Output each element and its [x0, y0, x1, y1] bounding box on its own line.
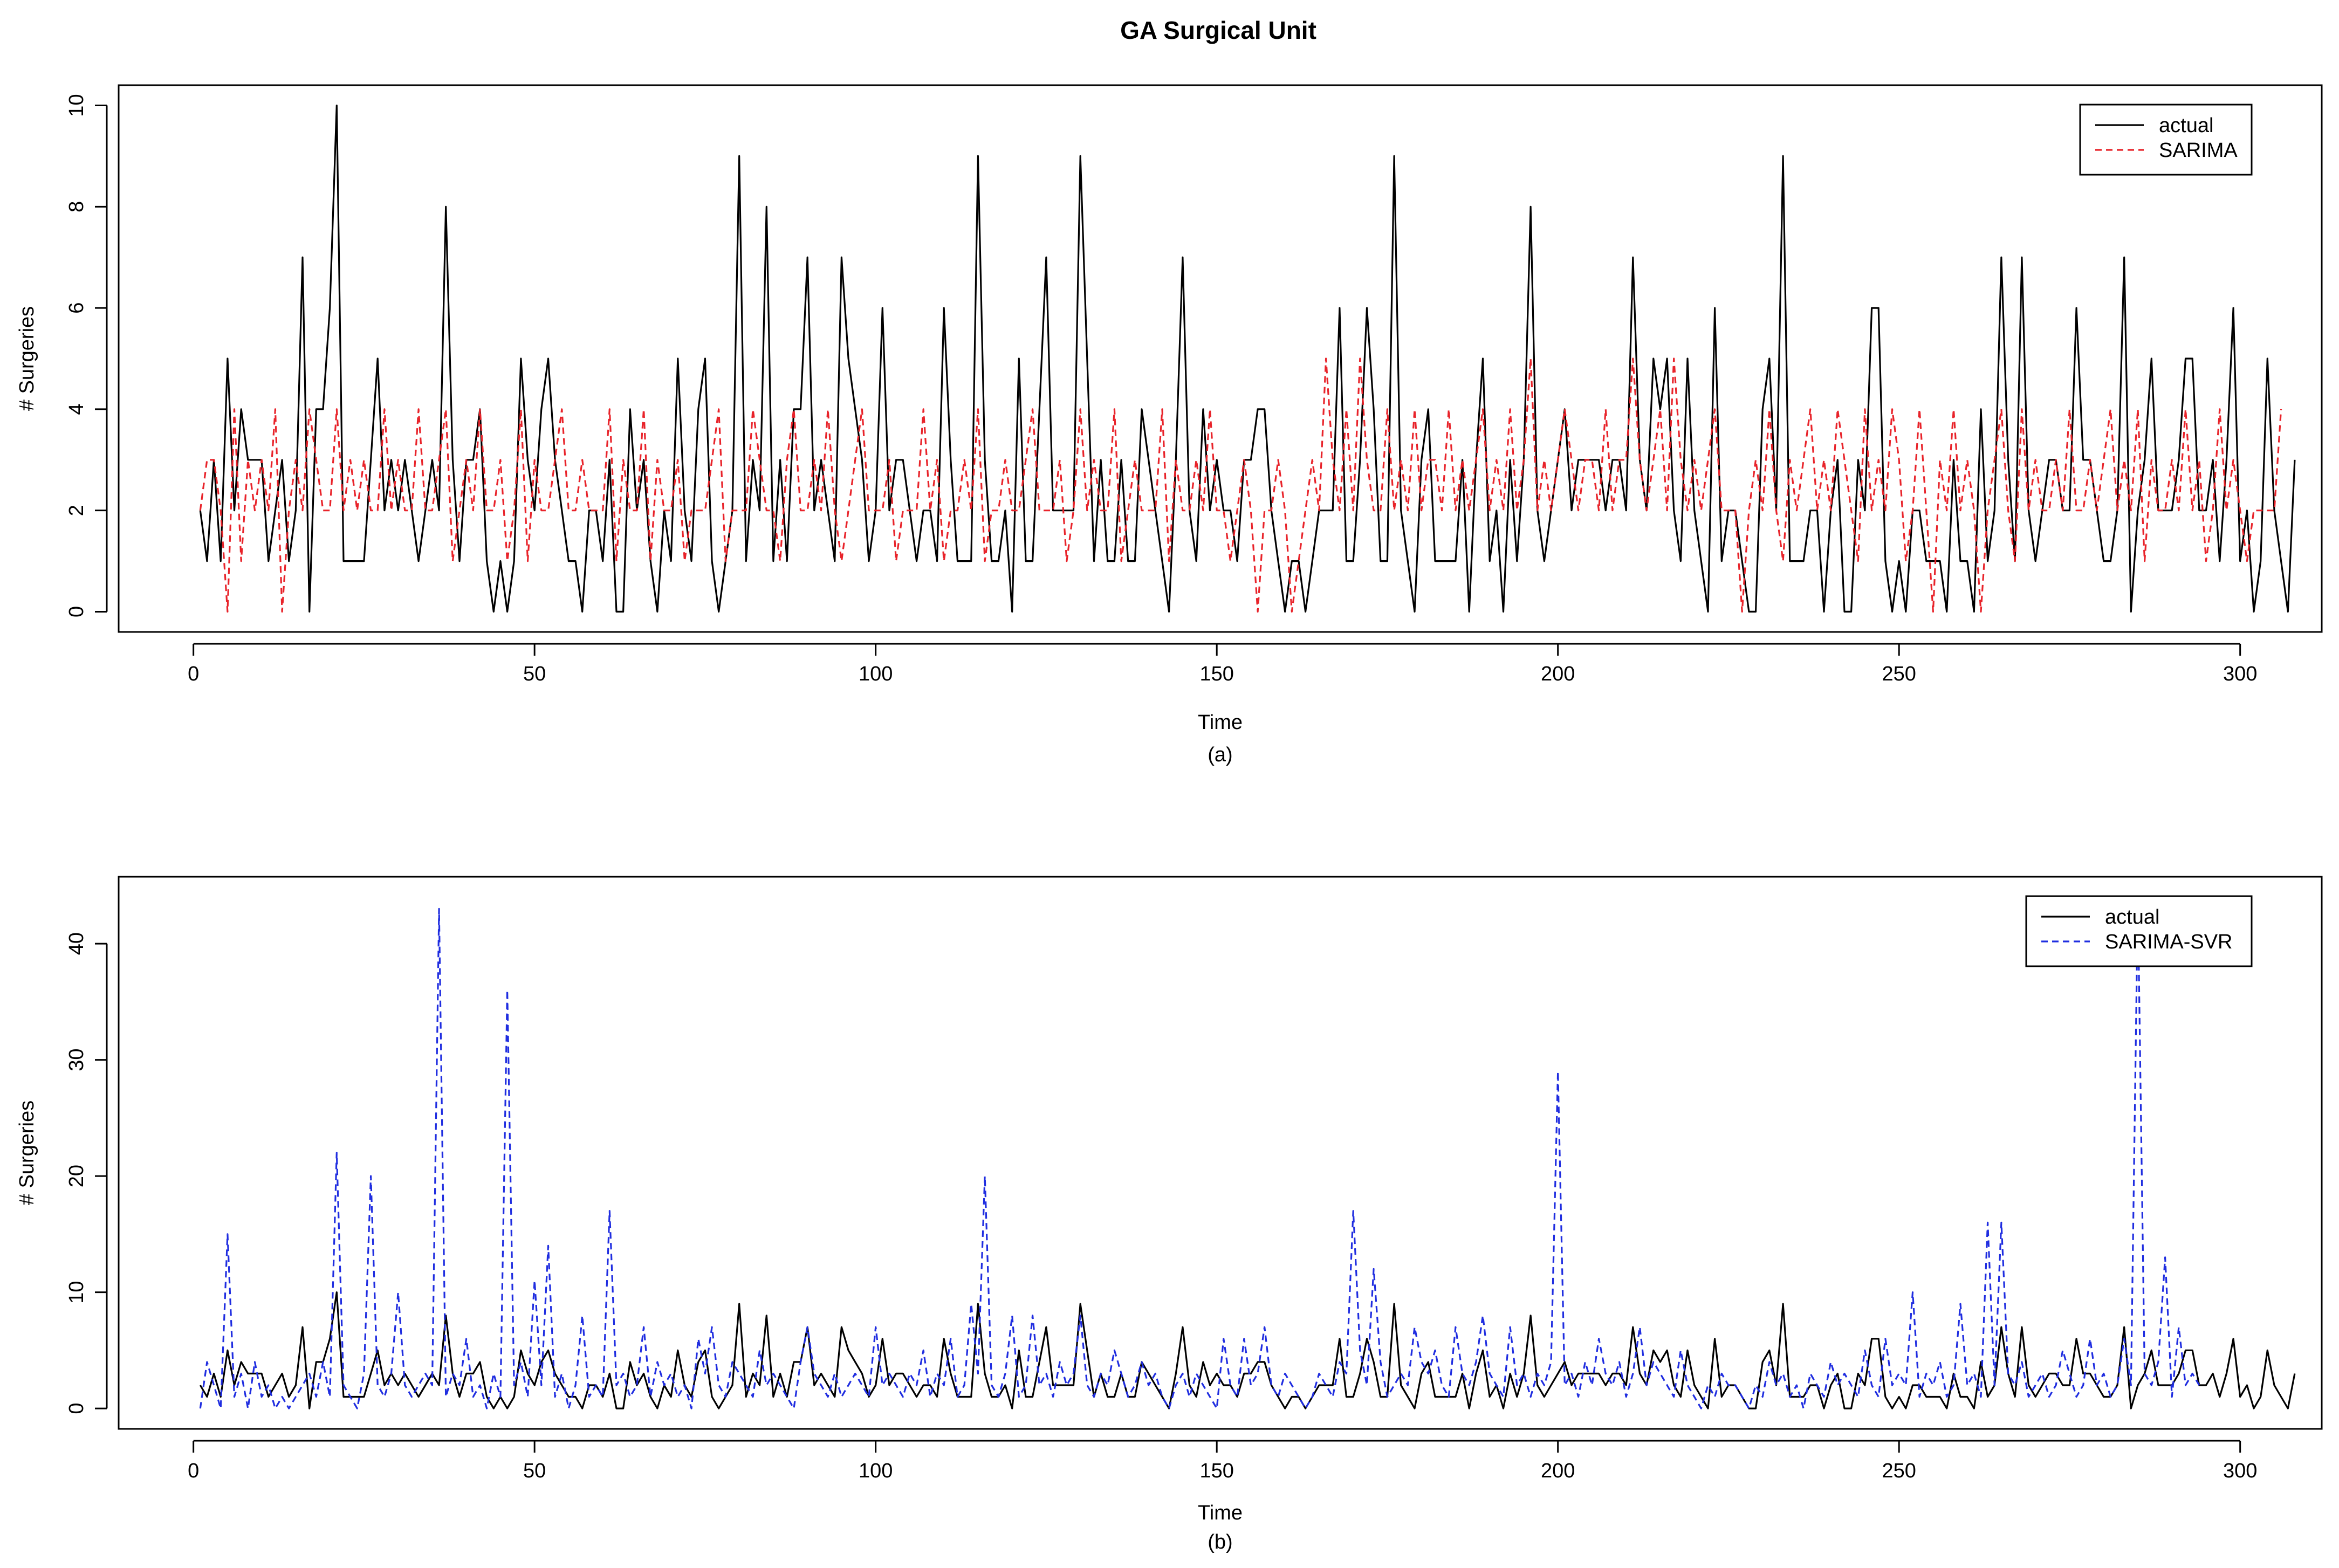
p0-legend-box: [2079, 104, 2253, 176]
p0-y-tick-label: 10: [65, 94, 88, 116]
p1-series-line-actual: [199, 1291, 2296, 1409]
p1-x-tick-label: 100: [859, 1460, 893, 1482]
p0-y-tick-label: 8: [65, 201, 88, 212]
p1-x-tick-label: 300: [2223, 1460, 2257, 1482]
p0-x-tick-label: 100: [859, 663, 893, 685]
chart-panel-a: 0 50 100 150 200 250 300 0 2 4 6 8 10 Time # Surgeries…: [16, 84, 2323, 766]
p0-plot-border: [118, 84, 2323, 633]
p0-x-tick-label: 50: [523, 663, 546, 685]
p1-x-tick-label: 150: [1199, 1460, 1233, 1482]
chart-panel-b: 0 50 100 150 200 250 300 0 10 20 30 40 Time # Surgeri…: [16, 876, 2323, 1553]
p1-y-tick-label: 0: [65, 1403, 88, 1414]
p1-x-axis-label: Time: [1198, 1502, 1243, 1524]
p1-y-axis-label: # Surgeries: [16, 1101, 38, 1205]
p0-x-tick-label: 300: [2223, 663, 2257, 685]
p1-legend-label: actual: [2105, 906, 2159, 929]
p1-x-tick-label: 250: [1882, 1460, 1916, 1482]
p0-x-tick-label: 250: [1882, 663, 1916, 685]
p0-y-tick-label: 2: [65, 505, 88, 516]
p1-y-tick-label: 30: [65, 1048, 88, 1071]
p1-legend-label: SARIMA-SVR: [2105, 931, 2232, 953]
p1-x-tick-label: 200: [1541, 1460, 1575, 1482]
p0-y-tick-label: 0: [65, 606, 88, 617]
p0-legend-label: actual: [2159, 114, 2213, 137]
p0-caption: (a): [1208, 744, 1232, 766]
p1-y-tick-label: 40: [65, 932, 88, 955]
p0-y-axis-label: # Surgeries: [16, 306, 38, 411]
p0-x-tick-label: 0: [188, 663, 199, 685]
p0-y-tick-label: 4: [65, 403, 88, 415]
p0-x-tick-label: 150: [1199, 663, 1233, 685]
p1-legend-box: [2025, 895, 2253, 967]
figure-title: GA Surgical Unit: [1120, 16, 1316, 44]
p1-x-tick-label: 0: [188, 1460, 199, 1482]
p1-y-tick-label: 10: [65, 1281, 88, 1303]
p1-plot-border: [118, 876, 2323, 1430]
p1-caption: (b): [1208, 1531, 1232, 1553]
p0-x-tick-label: 200: [1541, 663, 1575, 685]
p0-legend-label: SARIMA: [2159, 139, 2238, 162]
p1-x-tick-label: 50: [523, 1460, 546, 1482]
p0-series-line-actual: [199, 105, 2296, 613]
p1-y-tick-label: 20: [65, 1165, 88, 1187]
p0-x-axis-label: Time: [1198, 711, 1243, 734]
p0-y-tick-label: 6: [65, 302, 88, 314]
